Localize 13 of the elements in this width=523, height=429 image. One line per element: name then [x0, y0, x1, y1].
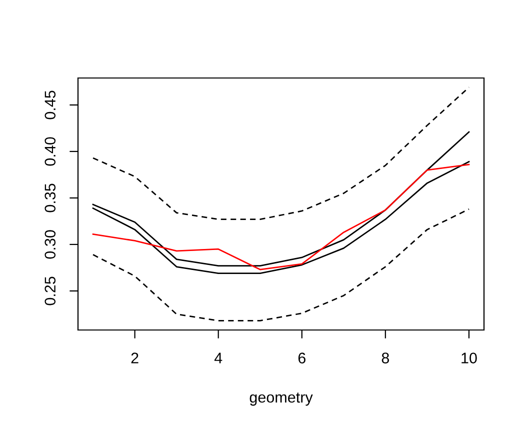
x-tick-label: 8 — [382, 352, 390, 364]
y-tick-label: 0.25 — [44, 276, 56, 306]
y-tick-label: 0.35 — [44, 184, 56, 212]
x-tick-label: 10 — [462, 352, 477, 364]
y-tick-label: 0.45 — [44, 90, 56, 120]
line-series — [92, 208, 470, 322]
x-tick-label: 6 — [298, 352, 306, 364]
x-tick-label: 2 — [131, 352, 138, 364]
x-tick-label: 4 — [214, 352, 222, 364]
x-axis-title: geometry — [250, 392, 313, 406]
y-tick-label: 0.40 — [44, 137, 56, 166]
y-tick-label: 0.30 — [44, 230, 56, 259]
line-series — [92, 86, 470, 220]
